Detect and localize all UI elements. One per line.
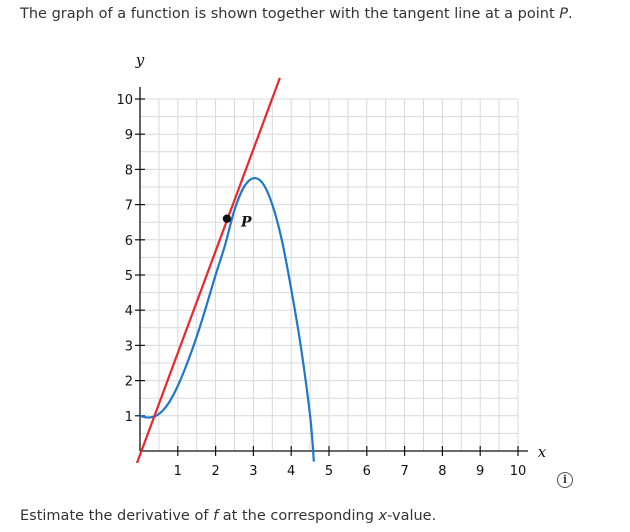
y-tick-label: 5 [125, 269, 133, 284]
grid [140, 98, 519, 451]
y-tick-label: 3 [125, 339, 133, 354]
y-axis-label: y [135, 51, 145, 69]
x-tick-label: 4 [287, 464, 295, 479]
question-followup: Estimate the derivative of f at the corr… [20, 508, 436, 524]
followup-text-mid: at the corresponding [218, 508, 379, 524]
function-graph: 1 2 3 4 5 6 7 8 9 10 1 2 3 4 5 6 7 8 9 10 x y P [116, 51, 547, 479]
x-tick-label: 2 [211, 464, 219, 479]
x-tick-label: 8 [438, 464, 446, 479]
x-tick-label: 10 [510, 464, 527, 479]
info-icon[interactable]: i [557, 472, 573, 488]
x-tick-label: 5 [325, 464, 333, 479]
ticks: 1 2 3 4 5 6 7 8 9 10 1 2 3 4 5 6 7 8 9 10 [116, 93, 526, 479]
x-tick-label: 9 [476, 464, 484, 479]
prompt-period: . [568, 6, 573, 22]
question-prompt: The graph of a function is shown togethe… [20, 6, 573, 22]
axes [139, 87, 528, 452]
x-axis-label: x [538, 443, 547, 461]
y-tick-label: 10 [116, 93, 133, 108]
prompt-text: The graph of a function is shown togethe… [20, 6, 560, 22]
tangent-line [135, 77, 281, 463]
y-tick-label: 6 [125, 234, 133, 249]
y-tick-label: 1 [125, 410, 133, 425]
y-tick-label: 2 [125, 375, 133, 390]
followup-function-name: f [213, 508, 219, 524]
prompt-point-name: P [559, 6, 569, 22]
x-tick-label: 3 [249, 464, 257, 479]
y-tick-label: 4 [125, 304, 133, 319]
followup-text-end: -value. [387, 508, 437, 524]
y-tick-label: 9 [125, 128, 133, 143]
point-p-label: P [240, 215, 252, 231]
labels: x y P [135, 51, 547, 461]
x-tick-label: 6 [363, 464, 371, 479]
x-tick-label: 7 [400, 464, 408, 479]
followup-variable-name: x [378, 508, 388, 524]
y-tick-label: 7 [125, 199, 133, 214]
y-tick-label: 8 [125, 163, 133, 178]
curves [135, 77, 315, 463]
x-tick-label: 1 [174, 464, 182, 479]
point-p-marker [222, 214, 232, 223]
followup-text: Estimate the derivative of [20, 508, 214, 524]
function-curve [139, 176, 315, 462]
